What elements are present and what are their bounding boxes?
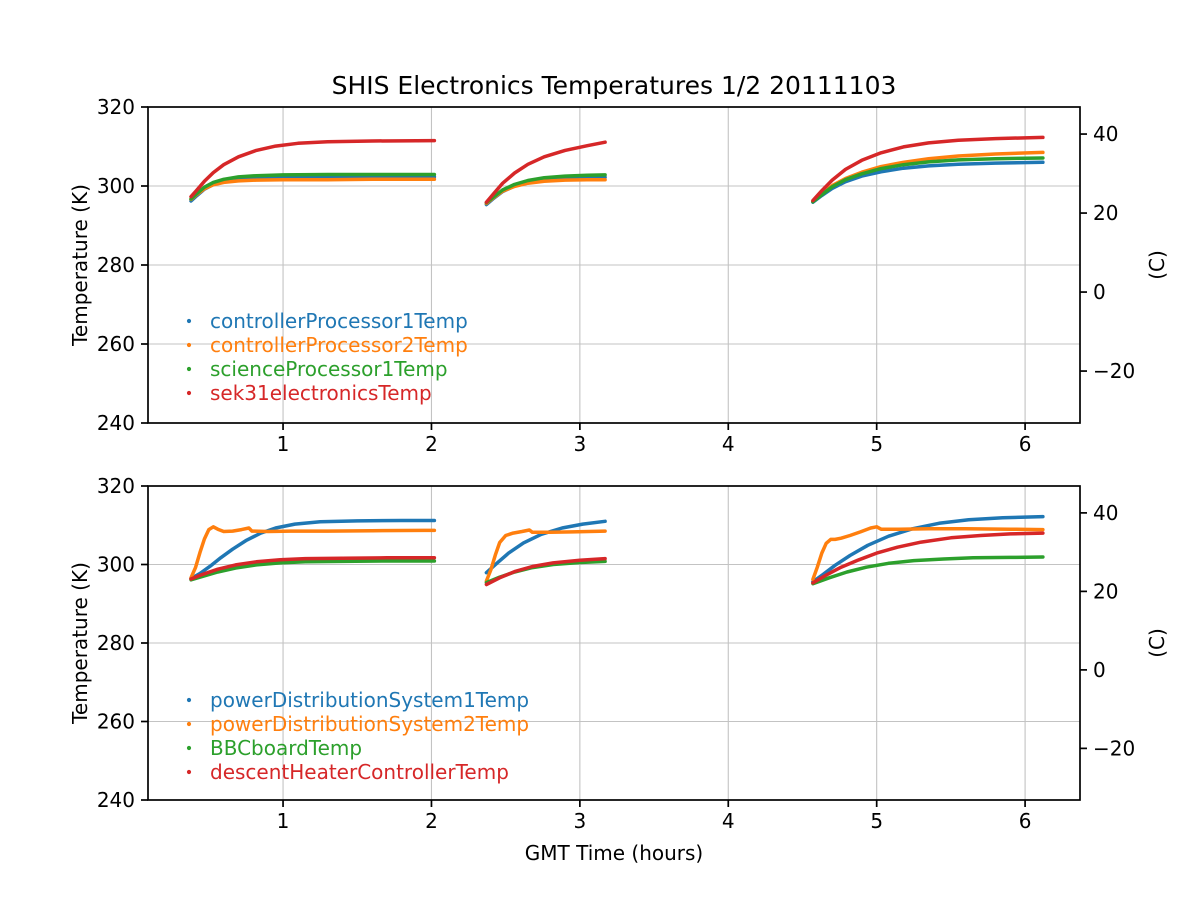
y-tick-label-left: 260 [97,710,135,734]
x-tick-label: 2 [425,432,438,456]
y-tick-label-right: 0 [1093,280,1106,304]
legend-marker-BBCboardTemp [186,745,192,751]
series-line-powerDistributionSystem1Temp [484,519,607,575]
y-tick-label-right: 0 [1093,658,1106,682]
bottom-subplot: 1 2 3 4 5 6 240 260 280 300 320 40 20 0 −20 powerDistri… [97,474,1135,833]
top-right-y-axis-label: (C) [1145,250,1169,280]
series-line-powerDistributionSystem1Temp [189,518,437,581]
legend-label-sek31electronicsTemp: sek31electronicsTemp [210,381,432,405]
series-line-powerDistributionSystem2Temp [811,525,1045,582]
y-tick-label-right: −20 [1093,359,1135,383]
legend-label-scienceProcessor1Temp: scienceProcessor1Temp [210,357,448,381]
series-line-scienceProcessor1Temp [189,172,437,201]
legend-marker-descentHeaterControllerTemp [186,769,192,775]
y-tick-label-right: −20 [1093,736,1135,760]
series-line-powerDistributionSystem2Temp [189,525,437,580]
bottom-y-axis-label: Temperature (K) [68,562,92,724]
series-line-powerDistributionSystem1Temp [811,514,1045,584]
series-line-powerDistributionSystem2Temp [484,528,607,583]
series-line-descentHeaterControllerTemp [189,556,437,581]
series-line-scienceProcessor1Temp [811,156,1045,204]
legend-marker-powerDistributionSystem2Temp [186,721,192,727]
legend-marker-controllerProcessor1Temp [186,318,192,324]
x-tick-label: 2 [425,809,438,833]
series-line-scienceProcessor1Temp [484,173,607,205]
legend-label-BBCboardTemp: BBCboardTemp [210,736,362,760]
series-line-sek31electronicsTemp [189,138,437,199]
legend-marker-sek31electronicsTemp [186,390,192,396]
legend-label-powerDistributionSystem2Temp: powerDistributionSystem2Temp [210,712,529,736]
x-tick-label: 6 [1019,809,1032,833]
y-tick-label-left: 240 [97,411,135,435]
y-tick-label-left: 320 [97,474,135,498]
series-line-BBCboardTemp [811,555,1045,586]
x-tick-label: 5 [870,432,883,456]
series-line-BBCboardTemp [189,559,437,582]
top-y-axis-label: Temperature (K) [68,184,92,346]
x-tick-label: 3 [573,809,586,833]
y-tick-label-right: 20 [1093,579,1118,603]
x-tick-label: 6 [1019,432,1032,456]
top-subplot: 1 2 3 4 5 6 240 260 280 300 320 40 20 0 −20 controllerP… [97,95,1135,456]
x-tick-label: 4 [722,809,735,833]
x-tick-label: 1 [277,809,290,833]
legend-marker-controllerProcessor2Temp [186,342,192,348]
legend-marker-powerDistributionSystem1Temp [186,697,192,703]
y-tick-label-left: 300 [97,553,135,577]
y-tick-label-left: 280 [97,253,135,277]
series-line-sek31electronicsTemp [811,135,1045,203]
y-tick-label-left: 280 [97,631,135,655]
y-tick-label-left: 300 [97,174,135,198]
legend-marker-scienceProcessor1Temp [186,366,192,372]
legend-label-controllerProcessor1Temp: controllerProcessor1Temp [210,309,468,333]
x-axis-label: GMT Time (hours) [524,841,704,865]
series-line-descentHeaterControllerTemp [811,531,1045,585]
chart-title: SHIS Electronics Temperatures 1/2 201111… [331,71,897,100]
y-tick-label-right: 40 [1093,501,1118,525]
y-tick-label-left: 260 [97,332,135,356]
x-tick-label: 4 [722,432,735,456]
legend-label-powerDistributionSystem1Temp: powerDistributionSystem1Temp [210,688,529,712]
y-tick-label-right: 20 [1093,201,1118,225]
legend-label-controllerProcessor2Temp: controllerProcessor2Temp [210,333,468,357]
bottom-right-y-axis-label: (C) [1145,628,1169,658]
x-tick-label: 5 [870,809,883,833]
legend-label-descentHeaterControllerTemp: descentHeaterControllerTemp [210,760,509,784]
y-tick-label-right: 40 [1093,122,1118,146]
x-tick-label: 1 [277,432,290,456]
x-tick-label: 3 [573,432,586,456]
y-tick-label-left: 240 [97,788,135,812]
series-line-controllerProcessor2Temp [189,177,437,202]
series-line-sek31electronicsTemp [484,140,607,204]
y-tick-label-left: 320 [97,95,135,119]
series-line-descentHeaterControllerTemp [484,556,607,587]
